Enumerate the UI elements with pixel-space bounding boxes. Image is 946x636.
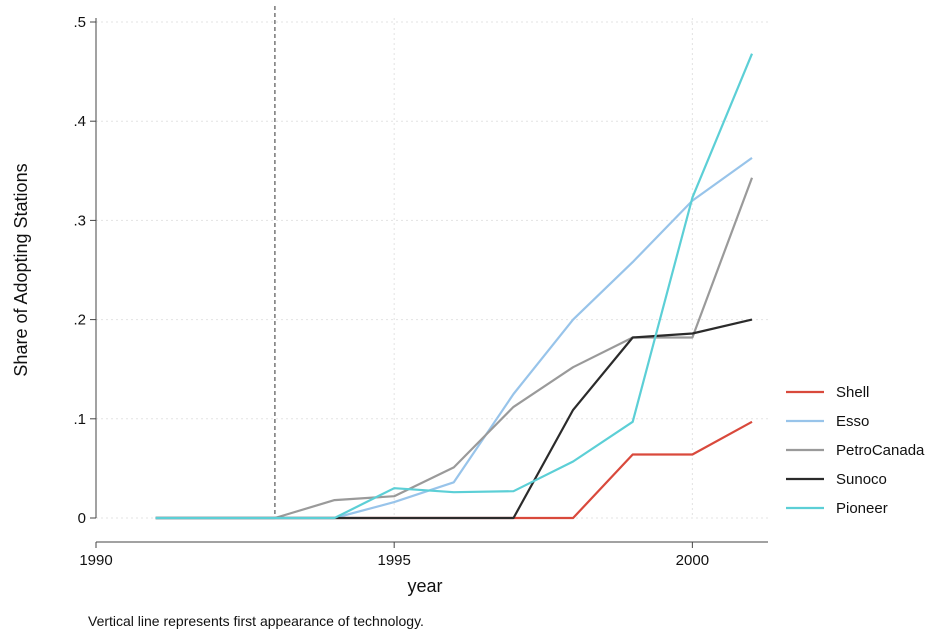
x-tick-label: 2000 bbox=[676, 552, 709, 569]
legend-label-esso: Esso bbox=[836, 413, 869, 430]
legend-label-pioneer: Pioneer bbox=[836, 500, 888, 517]
y-tick-label: .4 bbox=[73, 113, 86, 130]
legend-label-sunoco: Sunoco bbox=[836, 471, 887, 488]
y-tick-label: .1 bbox=[73, 411, 86, 428]
x-axis-title: year bbox=[407, 576, 442, 596]
series-line-pioneer bbox=[155, 53, 754, 520]
series-line-petrocanada bbox=[155, 177, 754, 520]
axes: 0 .1 .2 .3 .4 .5 1990 1995 2000 bbox=[73, 14, 768, 569]
y-tick-label: .5 bbox=[73, 14, 86, 31]
legend-label-petrocanada: PetroCanada bbox=[836, 442, 925, 459]
y-tick-label: .3 bbox=[73, 212, 86, 229]
series-line-shell bbox=[155, 420, 753, 520]
y-axis-title: Share of Adopting Stations bbox=[11, 163, 31, 376]
y-tick-label: 0 bbox=[78, 510, 86, 527]
chart-note: Vertical line represents first appearanc… bbox=[88, 613, 424, 629]
y-tick-label: .2 bbox=[73, 312, 86, 329]
grid-lines bbox=[95, 18, 768, 519]
legend-label-shell: Shell bbox=[836, 384, 869, 401]
series-lines bbox=[155, 53, 754, 520]
x-tick-label: 1995 bbox=[377, 552, 410, 569]
legend: Shell Esso PetroCanada Sunoco Pioneer bbox=[786, 384, 925, 517]
x-tick-label: 1990 bbox=[79, 552, 112, 569]
